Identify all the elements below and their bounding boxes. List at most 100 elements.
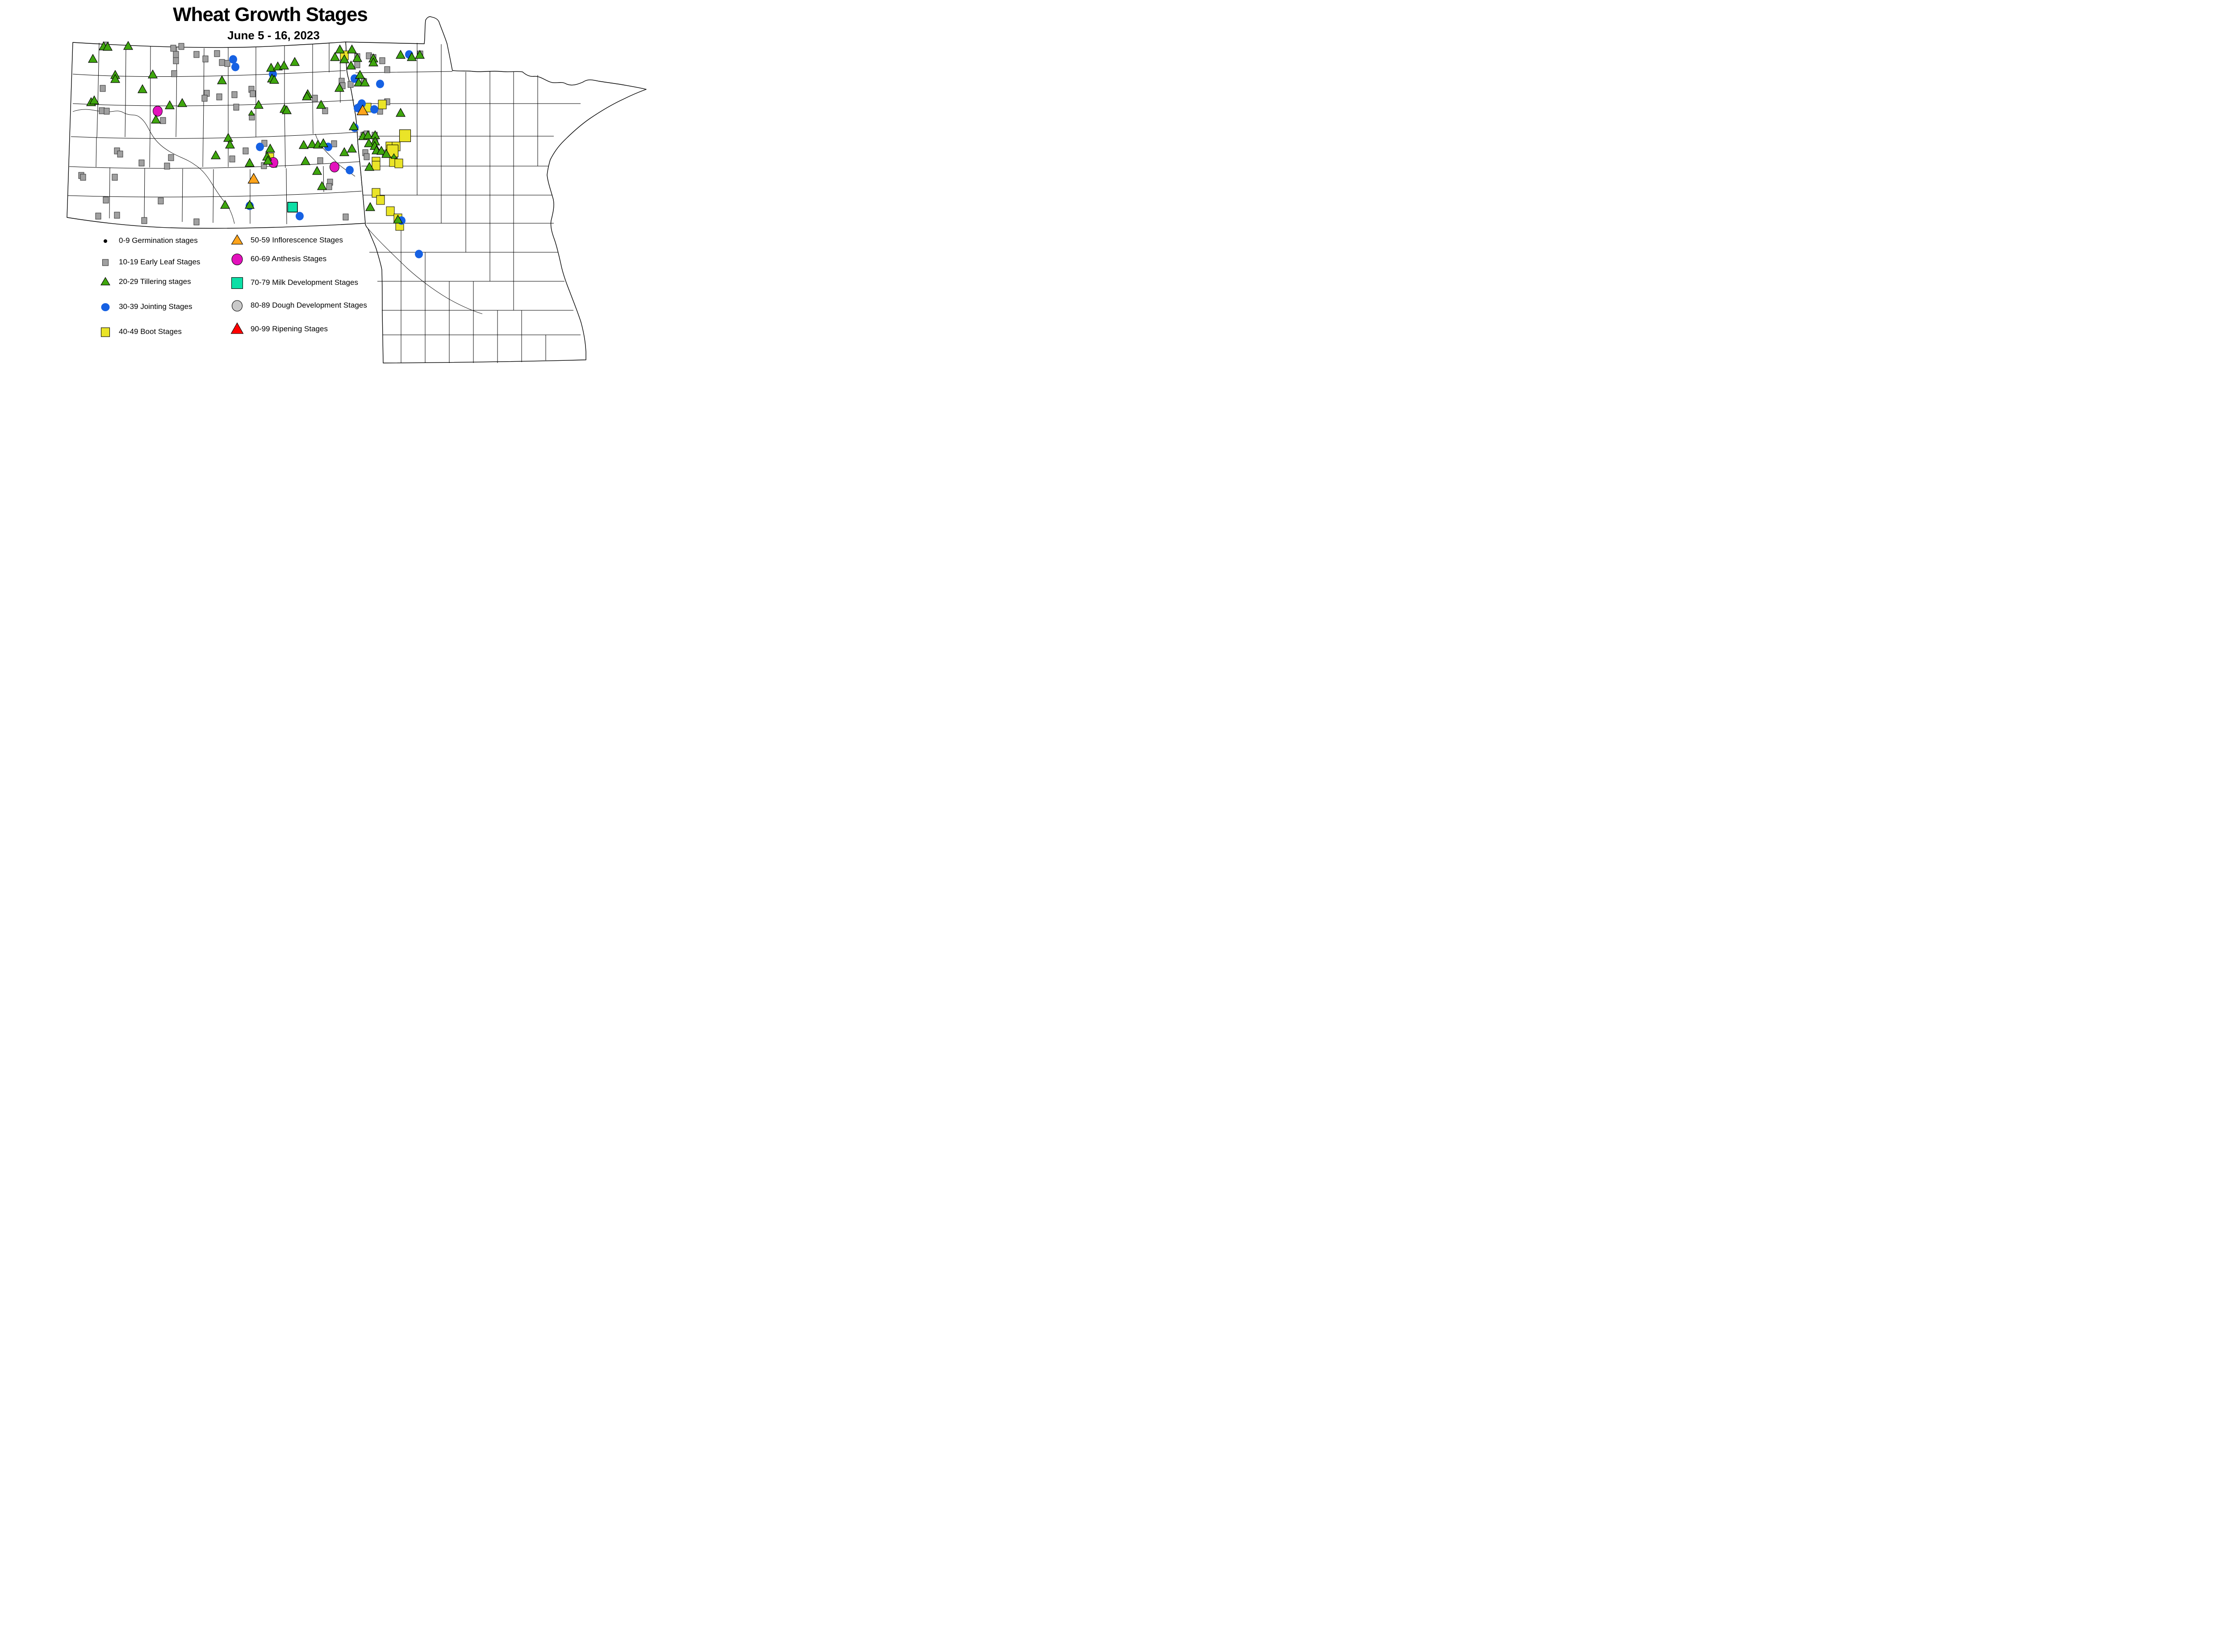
boot-square: [386, 206, 395, 216]
boot-square: [372, 188, 381, 198]
tillering-triangle: [365, 202, 376, 211]
legend-item-germination: 0-9 Germination stages: [97, 233, 198, 249]
tillering-triangle: [147, 69, 158, 79]
early-leaf-square: [170, 45, 176, 52]
tillering-triangle: [300, 156, 311, 165]
tillering-triangle: [364, 162, 375, 171]
tillering-triangle: [217, 75, 227, 84]
tillering-triangle: [318, 138, 329, 147]
legend-item-early-leaf: 10-19 Early Leaf Stages: [97, 254, 200, 270]
early-leaf-square: [317, 157, 323, 164]
early-leaf-square: [117, 150, 123, 158]
milk-square: [287, 202, 298, 213]
legend-item-ripening: 90-99 Ripening Stages: [229, 321, 328, 337]
tillering-triangle: [364, 138, 374, 147]
tillering-triangle: [330, 52, 340, 61]
legend-jointing-icon: [101, 303, 110, 311]
legend-item-label: 0-9 Germination stages: [119, 236, 198, 245]
legend-item-label: 50-59 Inflorescence Stages: [251, 236, 343, 244]
jointing-circle: [346, 166, 354, 175]
minnesota-county-lines: [355, 43, 581, 363]
tillering-triangle: [316, 100, 326, 109]
legend-item-inflorescence: 50-59 Inflorescence Stages: [229, 232, 343, 248]
tillering-triangle: [376, 146, 387, 155]
tillering-triangle-small: [390, 153, 397, 159]
early-leaf-square: [173, 57, 179, 64]
tillering-triangle: [265, 143, 276, 153]
legend-germination-icon: [103, 239, 108, 243]
early-leaf-square: [164, 163, 170, 170]
legend-item-boot: 40-49 Boot Stages: [97, 324, 182, 340]
boot-square: [394, 159, 403, 168]
jointing-circle: [256, 142, 264, 151]
tillering-triangle: [301, 91, 312, 100]
tillering-triangle: [395, 108, 406, 117]
tillering-triangle: [263, 155, 273, 165]
early-leaf-square: [326, 183, 332, 190]
tillering-triangle: [393, 214, 403, 224]
tillering-triangle: [381, 149, 392, 158]
tillering-triangle: [253, 100, 264, 109]
legend-item-dough: 80-89 Dough Development Stages: [229, 297, 367, 313]
legend-item-label: 40-49 Boot Stages: [119, 327, 182, 336]
tillering-triangle: [339, 147, 350, 156]
tillering-triangle-small: [248, 110, 255, 116]
early-leaf-square: [379, 57, 385, 64]
tillering-triangle: [335, 44, 345, 54]
tillering-triangle: [244, 200, 255, 209]
tillering-triangle: [177, 98, 188, 107]
legend-item-tillering: 20-29 Tillering stages: [97, 274, 191, 290]
early-leaf-square: [104, 108, 110, 115]
early-leaf-square: [138, 159, 145, 167]
jointing-circle: [370, 105, 378, 114]
tillering-triangle: [414, 50, 425, 59]
jointing-circle: [376, 79, 384, 88]
page-subtitle: June 5 - 16, 2023: [227, 29, 320, 42]
legend-anthesis-icon: [231, 253, 243, 266]
tillering-triangle: [88, 54, 98, 63]
boot-square: [372, 161, 381, 171]
early-leaf-square: [201, 95, 208, 102]
tillering-triangle: [123, 41, 134, 50]
legend-item-label: 30-39 Jointing Stages: [119, 302, 192, 311]
wheat-growth-stages-page: Wheat Growth Stages June 5 - 16, 2023 0-…: [0, 0, 700, 367]
missouri-river: [72, 109, 235, 224]
early-leaf-square: [193, 51, 200, 58]
tillering-triangle: [220, 200, 230, 209]
boot-square-large: [399, 129, 411, 142]
early-leaf-square: [202, 55, 209, 63]
tillering-triangle: [151, 114, 161, 124]
inflorescence-triangle: [247, 173, 260, 184]
early-leaf-square: [243, 147, 249, 154]
tillering-triangle: [269, 75, 280, 84]
legend-item-milk: 70-79 Milk Development Stages: [229, 275, 358, 291]
early-leaf-square: [347, 81, 354, 88]
tillering-triangle: [244, 158, 255, 167]
early-leaf-square: [112, 174, 118, 181]
early-leaf-square: [100, 85, 106, 92]
minnesota-river: [368, 228, 483, 314]
legend-item-jointing: 30-39 Jointing Stages: [97, 299, 192, 315]
early-leaf-square: [114, 212, 120, 219]
early-leaf-square: [384, 66, 390, 73]
legend-item-label: 70-79 Milk Development Stages: [251, 278, 358, 287]
tillering-triangle: [347, 143, 357, 153]
tillering-triangle: [339, 54, 350, 63]
tillering-triangle: [137, 84, 148, 93]
tillering-triangle: [363, 130, 373, 139]
early-leaf-square: [168, 154, 174, 161]
jointing-circle: [296, 212, 304, 221]
early-leaf-square: [233, 104, 239, 111]
early-leaf-square: [216, 93, 222, 100]
legend-ripening-icon: [230, 322, 244, 334]
legend-dough-icon: [231, 300, 243, 312]
tillering-triangle: [395, 50, 406, 59]
early-leaf-square: [312, 95, 318, 102]
legend-item-label: 80-89 Dough Development Stages: [251, 301, 367, 309]
tillering-triangle: [347, 44, 357, 54]
early-leaf-square: [103, 196, 109, 204]
jointing-circle: [231, 63, 239, 71]
legend-early-leaf-icon: [102, 259, 109, 266]
tillering-triangle: [223, 133, 234, 142]
legend-item-label: 10-19 Early Leaf Stages: [119, 258, 201, 266]
